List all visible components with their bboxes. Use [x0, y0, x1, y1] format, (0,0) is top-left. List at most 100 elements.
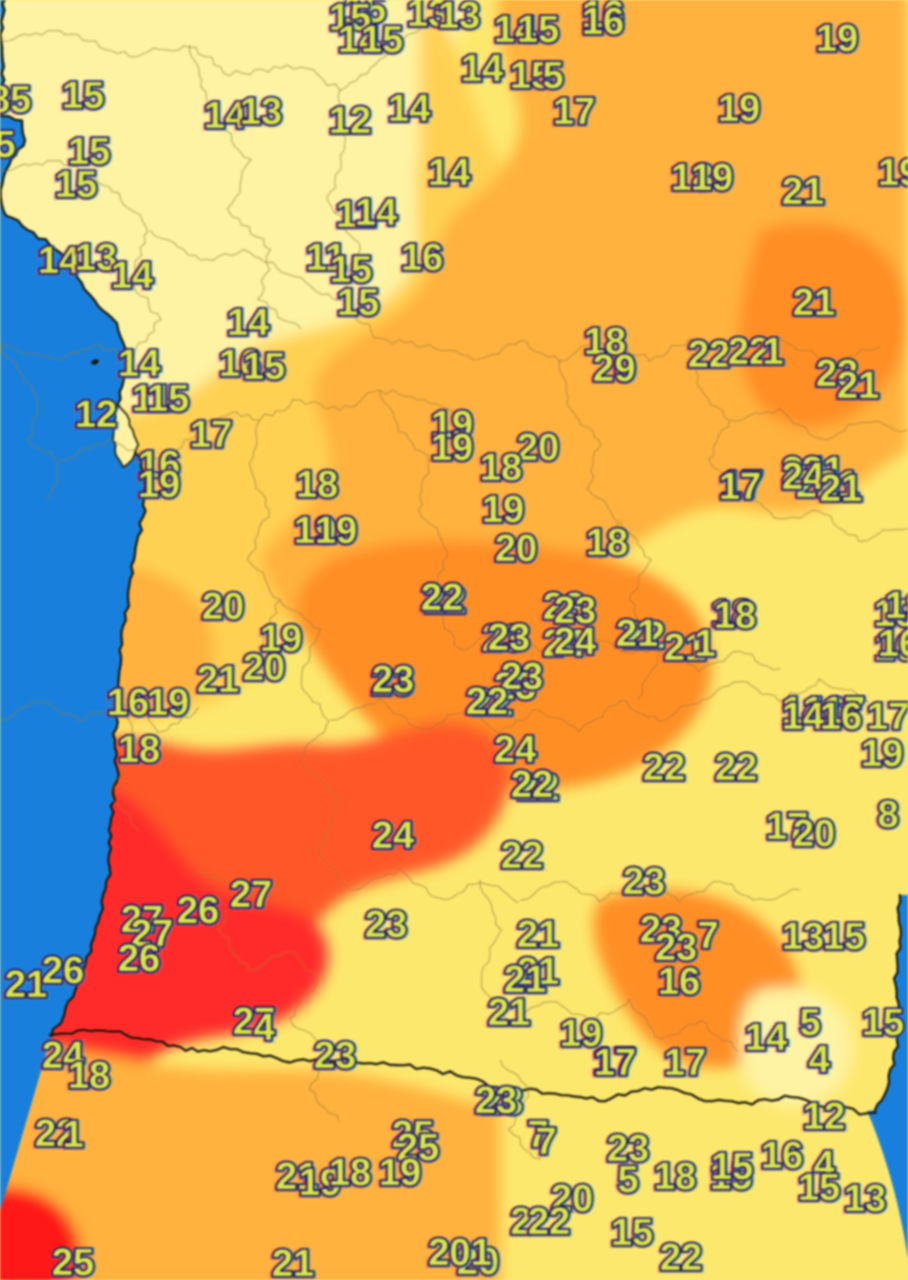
svg-text:9: 9	[614, 348, 635, 390]
svg-text:17: 17	[553, 91, 595, 133]
svg-text:18: 18	[68, 1055, 110, 1097]
svg-text:19: 19	[379, 1152, 421, 1194]
svg-text:14: 14	[428, 152, 470, 194]
svg-text:23: 23	[372, 659, 414, 701]
svg-text:16: 16	[820, 696, 862, 738]
svg-text:19: 19	[431, 427, 473, 469]
svg-text:21: 21	[272, 1243, 314, 1280]
svg-text:19: 19	[315, 510, 357, 552]
svg-text:23: 23	[623, 861, 665, 903]
svg-text:5: 5	[617, 1159, 638, 1201]
svg-text:13: 13	[438, 0, 480, 37]
svg-text:4: 4	[253, 1007, 274, 1049]
svg-text:19: 19	[718, 88, 760, 130]
svg-text:15: 15	[147, 378, 189, 420]
svg-text:18: 18	[296, 464, 338, 506]
svg-text:25: 25	[52, 1242, 94, 1280]
svg-text:12: 12	[803, 1096, 845, 1138]
svg-text:17: 17	[867, 696, 908, 738]
svg-text:20: 20	[495, 528, 537, 570]
svg-text:14: 14	[355, 192, 397, 234]
svg-text:1: 1	[762, 331, 783, 373]
svg-text:18: 18	[480, 447, 522, 489]
svg-text:22: 22	[715, 747, 757, 789]
svg-text:8: 8	[877, 794, 898, 836]
svg-text:19: 19	[816, 18, 858, 60]
svg-text:15: 15	[711, 1146, 753, 1188]
svg-text:21: 21	[616, 613, 658, 655]
svg-text:22: 22	[643, 747, 685, 789]
svg-text:85: 85	[0, 79, 31, 121]
svg-text:19: 19	[482, 489, 524, 531]
svg-text:27: 27	[230, 874, 272, 916]
svg-text:21: 21	[793, 282, 835, 324]
svg-text:201: 201	[428, 1232, 491, 1274]
svg-text:18: 18	[586, 522, 628, 564]
svg-text:22: 22	[660, 1237, 702, 1279]
svg-text:23: 23	[475, 1080, 517, 1122]
svg-text:15: 15	[243, 346, 285, 388]
svg-text:16: 16	[878, 623, 908, 665]
svg-text:15: 15	[337, 282, 379, 324]
svg-text:18: 18	[714, 595, 756, 637]
svg-text:14: 14	[388, 88, 430, 130]
svg-text:26: 26	[177, 890, 219, 932]
svg-text:21: 21	[782, 171, 824, 213]
svg-text:26: 26	[118, 938, 160, 980]
svg-text:15: 15	[62, 75, 104, 117]
svg-text:1: 1	[62, 1114, 83, 1156]
svg-text:15: 15	[55, 164, 97, 206]
svg-text:22: 22	[528, 1201, 570, 1243]
svg-text:15: 15	[823, 916, 865, 958]
svg-text:22: 22	[511, 764, 553, 806]
svg-text:7: 7	[535, 1121, 556, 1163]
svg-text:16: 16	[582, 1, 624, 43]
svg-text:17: 17	[664, 1042, 706, 1084]
svg-text:12: 12	[329, 100, 371, 142]
svg-text:22: 22	[501, 835, 543, 877]
svg-text:15: 15	[517, 9, 559, 51]
svg-text:21: 21	[197, 659, 239, 701]
svg-text:22: 22	[466, 681, 508, 723]
svg-text:15: 15	[862, 1002, 904, 1044]
svg-text:18: 18	[118, 729, 160, 771]
svg-text:19: 19	[878, 152, 908, 194]
svg-text:26: 26	[42, 950, 84, 992]
svg-text:17: 17	[190, 414, 232, 456]
svg-text:19: 19	[885, 585, 908, 627]
svg-text:22: 22	[688, 334, 730, 376]
svg-text:23: 23	[488, 617, 530, 659]
svg-text:12: 12	[75, 394, 117, 436]
svg-text:15: 15	[798, 1167, 840, 1209]
svg-text:17: 17	[719, 466, 761, 508]
svg-text:16: 16	[658, 961, 700, 1003]
svg-text:23: 23	[365, 904, 407, 946]
svg-text:13: 13	[782, 916, 824, 958]
svg-text:14: 14	[745, 1017, 787, 1059]
svg-text:14: 14	[227, 302, 269, 344]
svg-text:19: 19	[147, 682, 189, 724]
svg-text:21: 21	[820, 468, 862, 510]
svg-text:19: 19	[138, 464, 180, 506]
svg-text:14: 14	[461, 48, 503, 90]
svg-text:24: 24	[554, 621, 596, 663]
svg-text:16: 16	[107, 682, 149, 724]
svg-text:13: 13	[844, 1178, 886, 1220]
svg-text:21: 21	[517, 914, 559, 956]
svg-text:5: 5	[0, 124, 16, 166]
svg-text:18: 18	[654, 1156, 696, 1198]
svg-text:1: 1	[694, 623, 715, 665]
svg-text:20: 20	[243, 647, 285, 689]
svg-text:21: 21	[837, 365, 879, 407]
svg-text:14: 14	[111, 255, 153, 297]
svg-text:17: 17	[594, 1042, 636, 1084]
svg-text:5: 5	[799, 1002, 820, 1044]
svg-text:13: 13	[240, 91, 282, 133]
svg-text:15: 15	[361, 19, 403, 61]
svg-text:16: 16	[401, 237, 443, 279]
svg-text:20: 20	[202, 586, 244, 628]
svg-text:18: 18	[329, 1152, 371, 1194]
svg-text:24: 24	[372, 815, 414, 857]
svg-text:19: 19	[691, 157, 733, 199]
svg-text:4: 4	[808, 1039, 829, 1081]
